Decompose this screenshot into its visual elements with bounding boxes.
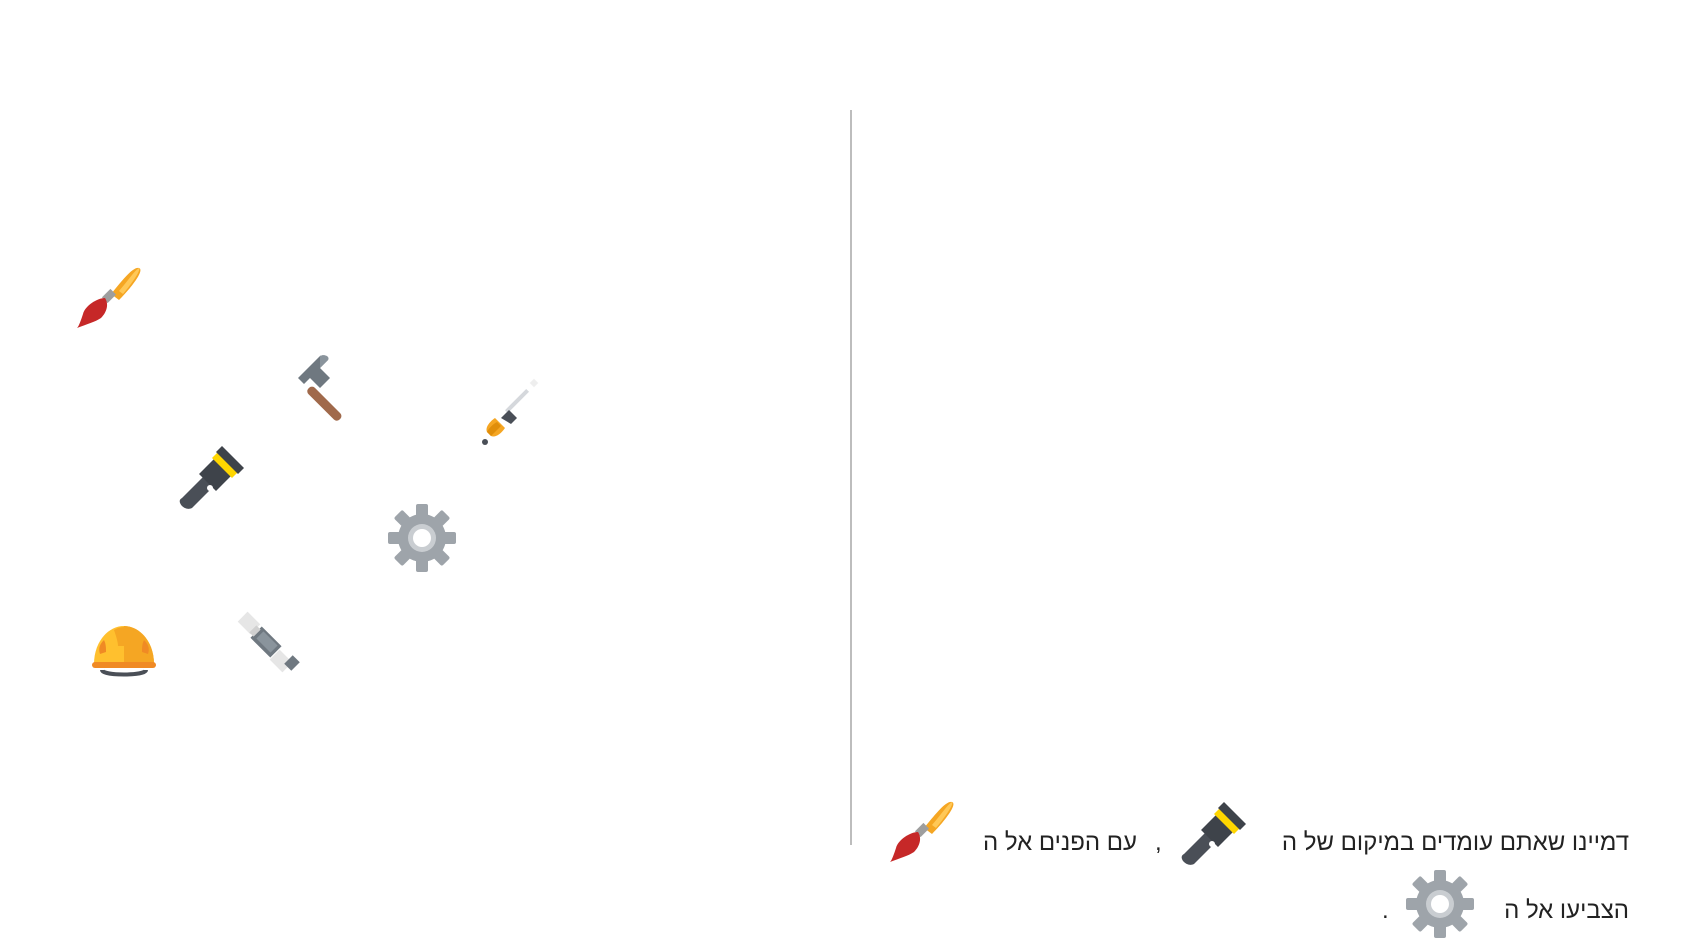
hardhat-icon[interactable]: [88, 612, 160, 684]
gear-icon: [1404, 868, 1476, 940]
period-text: .: [1382, 897, 1389, 924]
instruction-text-2: עם הפנים אל ה: [983, 829, 1137, 856]
divider-line: [850, 110, 852, 845]
flashlight-icon: [1178, 796, 1250, 868]
screwdriver-icon[interactable]: [477, 378, 549, 450]
bolt-nut-icon[interactable]: [232, 608, 304, 680]
instruction-text-1: דמיינו שאתם עומדים במיקום של ה: [1281, 829, 1629, 856]
flashlight-icon[interactable]: [176, 440, 248, 512]
gear-icon[interactable]: [386, 502, 458, 574]
tool-field: [75, 262, 549, 684]
comma-text: ,: [1155, 829, 1162, 856]
hammer-icon[interactable]: [290, 352, 362, 424]
paintbrush-icon: [888, 796, 960, 868]
paintbrush-icon[interactable]: [75, 262, 147, 334]
instruction-text-3: הצביעו אל ה: [1504, 897, 1629, 924]
